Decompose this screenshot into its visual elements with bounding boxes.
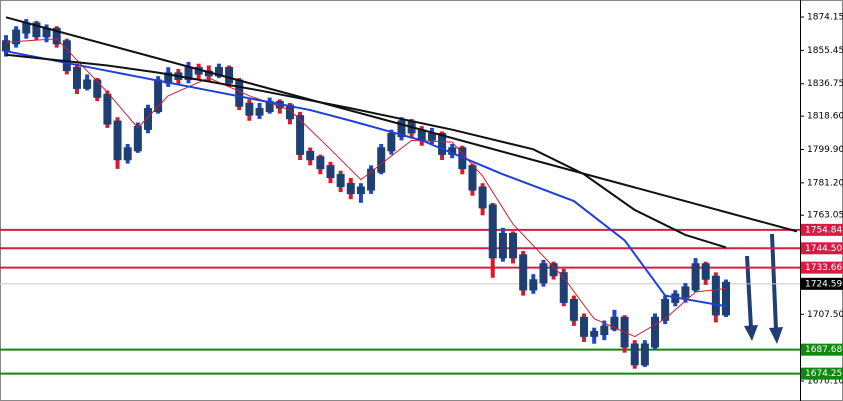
candle-body bbox=[346, 182, 355, 195]
price-label-box bbox=[801, 367, 843, 380]
candle-body bbox=[255, 108, 264, 116]
candle-body bbox=[367, 168, 376, 191]
candle-body bbox=[427, 133, 436, 141]
price-label: 1744.50 bbox=[805, 244, 842, 254]
y-tick-label: 1874.15 bbox=[807, 13, 843, 23]
arrow-shaft bbox=[770, 233, 778, 331]
candle-body bbox=[478, 186, 487, 209]
candle-body bbox=[133, 125, 142, 152]
candle-body bbox=[529, 279, 538, 291]
candle-body bbox=[316, 156, 325, 170]
candle-body bbox=[387, 133, 396, 152]
candle-body bbox=[113, 120, 122, 161]
price-label: 1674.25 bbox=[805, 369, 842, 379]
candle-body bbox=[356, 186, 365, 195]
price-label: 1687.68 bbox=[805, 345, 842, 355]
candle-body bbox=[498, 232, 507, 259]
candle-body bbox=[488, 204, 497, 259]
candle-body bbox=[2, 40, 10, 52]
candle-body bbox=[265, 100, 274, 113]
candle-body bbox=[184, 67, 193, 80]
candle-body bbox=[569, 298, 578, 321]
candle-body bbox=[377, 147, 386, 173]
y-tick-label: 1818.60 bbox=[807, 112, 843, 122]
price-label: 1754.84 bbox=[805, 225, 842, 235]
candle-body bbox=[630, 343, 639, 366]
candle-body bbox=[103, 93, 112, 125]
price-label-box bbox=[801, 223, 843, 236]
candle-body bbox=[722, 281, 730, 316]
candle-body bbox=[539, 263, 548, 284]
candle-body bbox=[691, 263, 700, 291]
candle-body bbox=[326, 165, 335, 179]
candle-body bbox=[610, 316, 619, 330]
moving-line bbox=[5, 38, 727, 338]
candle-body bbox=[640, 343, 649, 366]
candle-body bbox=[590, 331, 599, 337]
moving-line bbox=[5, 16, 798, 233]
candle-body bbox=[711, 275, 720, 316]
price-label: 1724.59 bbox=[805, 279, 842, 289]
y-tick-label: 1781.20 bbox=[807, 178, 843, 188]
candle-body bbox=[701, 263, 710, 280]
y-tick-label: 1763.05 bbox=[807, 211, 843, 221]
candle-body bbox=[296, 115, 305, 155]
candle-body bbox=[42, 27, 51, 38]
candle-body bbox=[306, 150, 315, 161]
y-tick-label: 1670.10 bbox=[807, 377, 843, 387]
moving-line bbox=[5, 50, 727, 308]
price-label-box bbox=[801, 343, 843, 356]
price-label-box bbox=[801, 261, 843, 274]
candle-body bbox=[519, 254, 528, 291]
candle-body bbox=[32, 22, 41, 38]
moving-line bbox=[5, 53, 727, 249]
candle-body bbox=[245, 102, 254, 116]
arrow-head bbox=[744, 325, 758, 341]
candle-body bbox=[62, 40, 71, 72]
candle-body bbox=[235, 79, 244, 107]
arrow-head bbox=[769, 327, 783, 344]
candle-body bbox=[72, 67, 81, 89]
candle-body bbox=[681, 286, 690, 298]
candle-body bbox=[468, 165, 477, 191]
price-label: 1733.66 bbox=[805, 263, 842, 273]
candle-body bbox=[509, 232, 518, 259]
candle-body bbox=[580, 316, 589, 337]
candle-body bbox=[83, 79, 92, 89]
y-tick-label: 1855.45 bbox=[807, 46, 843, 56]
candle-body bbox=[52, 27, 61, 45]
arrows bbox=[0, 16, 800, 375]
candle-body bbox=[417, 129, 426, 141]
candle-body bbox=[559, 272, 568, 303]
candle-body bbox=[661, 298, 670, 321]
price-label-box bbox=[801, 277, 843, 290]
candle-body bbox=[123, 147, 132, 161]
y-tick-label: 1836.75 bbox=[807, 79, 843, 89]
candle-body bbox=[651, 316, 660, 348]
candle-body bbox=[22, 22, 31, 34]
candle-body bbox=[225, 67, 234, 84]
y-tick-label: 1707.50 bbox=[807, 310, 843, 320]
candle-body bbox=[12, 29, 21, 45]
candle-body bbox=[336, 174, 345, 187]
price-label-box bbox=[801, 242, 843, 255]
y-tick-label: 1799.90 bbox=[807, 145, 843, 155]
candle-body bbox=[600, 325, 609, 336]
